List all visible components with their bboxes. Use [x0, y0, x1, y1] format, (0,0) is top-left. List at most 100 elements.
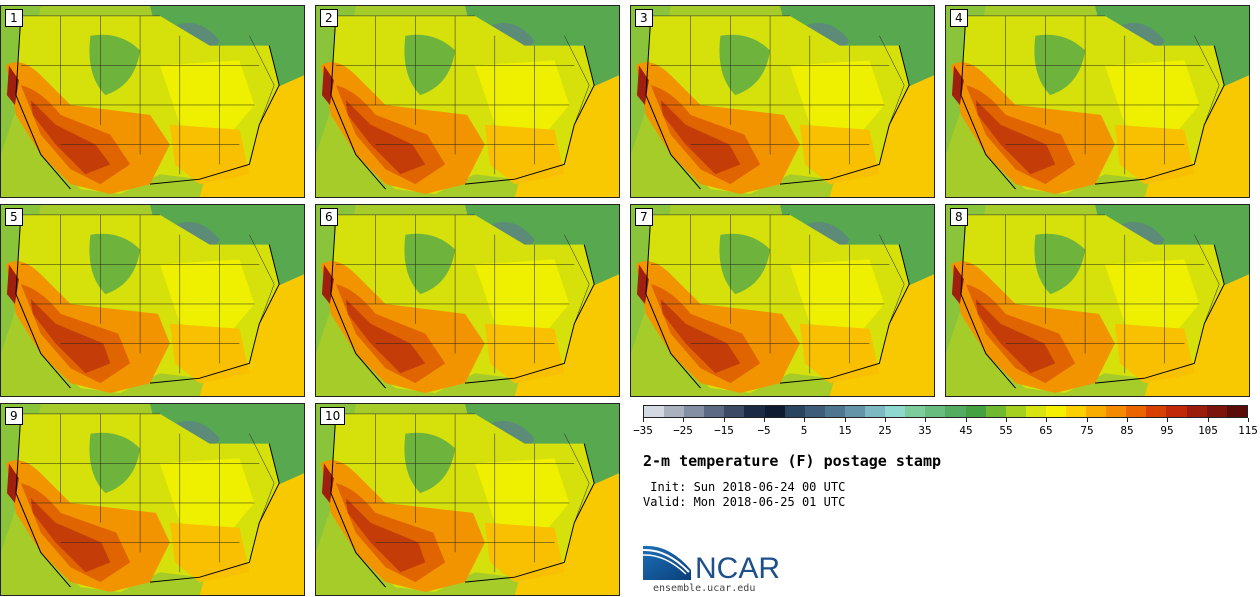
temperature-region — [345, 100, 426, 175]
colorbar-tick-label: 15 — [838, 424, 852, 437]
colorbar-tick — [643, 418, 644, 422]
run-info: Init: Sun 2018-06-24 00 UTC Valid: Mon 2… — [643, 480, 845, 510]
temperature-region — [484, 522, 565, 583]
temperature-region — [159, 259, 255, 334]
temperature-region — [89, 432, 141, 494]
temperature-region — [1114, 124, 1195, 185]
colorbar-tick-label: −15 — [714, 424, 734, 437]
logo-text: NCAR — [695, 552, 780, 584]
colorbar-tick — [683, 418, 684, 422]
colorbar-swatch — [925, 406, 946, 417]
colorbar-tick-label: −5 — [757, 424, 771, 437]
state-boundary — [1194, 35, 1220, 125]
colorbar-tick-label: 25 — [878, 424, 892, 437]
temperature-region — [1104, 60, 1200, 135]
ncar-logo[interactable]: NCAR — [642, 540, 793, 585]
temperature-map — [631, 205, 934, 396]
colorbar-swatch — [1186, 406, 1207, 417]
colorbar-swatch — [965, 406, 986, 417]
temperature-region — [789, 60, 885, 135]
coastline — [960, 214, 1225, 389]
panel-number: 4 — [950, 9, 968, 27]
temperature-region — [799, 124, 880, 185]
colorbar-swatch — [985, 406, 1006, 417]
stamp-panel-6[interactable]: 6 — [315, 204, 620, 397]
coastline — [960, 15, 1225, 190]
temperature-region — [474, 458, 570, 533]
colorbar-swatch — [1086, 406, 1107, 417]
temperature-region — [484, 124, 565, 185]
temperature-map — [1, 404, 304, 595]
colorbar-tick-label: 45 — [959, 424, 973, 437]
temperature-region — [660, 100, 741, 175]
temperature-region — [30, 498, 111, 573]
coastline — [645, 15, 910, 190]
panel-number: 9 — [5, 407, 23, 425]
colorbar-tick — [1087, 418, 1088, 422]
temperature-region — [169, 323, 250, 384]
colorbar-swatch — [1206, 406, 1227, 417]
colorbar-tick — [966, 418, 967, 422]
state-boundary — [249, 234, 275, 324]
temperature-region — [660, 299, 741, 374]
temperature-region — [30, 299, 111, 374]
colorbar-swatch — [724, 406, 745, 417]
state-boundary — [1194, 234, 1220, 324]
temperature-region — [404, 34, 456, 96]
colorbar-tick — [1046, 418, 1047, 422]
stamp-panel-2[interactable]: 2 — [315, 5, 620, 198]
temperature-map — [946, 205, 1249, 396]
stamp-panel-4[interactable]: 4 — [945, 5, 1250, 198]
coastline — [15, 15, 280, 190]
colorbar-tick — [1208, 418, 1209, 422]
temperature-map — [631, 6, 934, 197]
colorbar-tick-label: 115 — [1238, 424, 1258, 437]
temperature-region — [404, 233, 456, 295]
temperature-region — [719, 34, 771, 96]
stamp-panel-1[interactable]: 1 — [0, 5, 305, 198]
state-boundary — [879, 35, 905, 125]
panel-number: 5 — [5, 208, 23, 226]
temperature-region — [474, 259, 570, 334]
colorbar-ticks: −35 −25 −15 −5 5 15 25 35 45 55 65 75 85 95 105 115 — [633, 418, 1258, 440]
colorbar-tick — [724, 418, 725, 422]
colorbar-swatch — [885, 406, 906, 417]
stamp-panel-8[interactable]: 8 — [945, 204, 1250, 397]
colorbar-swatch — [1226, 406, 1247, 417]
colorbar-tick — [845, 418, 846, 422]
colorbar-swatch — [824, 406, 845, 417]
stamp-panel-3[interactable]: 3 — [630, 5, 935, 198]
coastline — [15, 214, 280, 389]
state-boundary — [564, 234, 590, 324]
colorbar-swatch — [804, 406, 825, 417]
stamp-panel-5[interactable]: 5 — [0, 204, 305, 397]
temperature-map — [1, 205, 304, 396]
temperature-map — [1, 6, 304, 197]
state-boundary — [879, 234, 905, 324]
colorbar-tick — [764, 418, 765, 422]
panel-number: 7 — [635, 208, 653, 226]
colorbar-swatch — [1065, 406, 1087, 417]
colorbar-swatch — [664, 406, 685, 417]
colorbar-tick-label: −35 — [633, 424, 653, 437]
colorbar-swatch — [704, 406, 725, 417]
temperature-region — [404, 432, 456, 494]
temperature-map — [316, 6, 619, 197]
stamp-panel-7[interactable]: 7 — [630, 204, 935, 397]
temperature-region — [975, 100, 1056, 175]
colorbar-tick — [1167, 418, 1168, 422]
colorbar-tick — [1006, 418, 1007, 422]
temperature-region — [169, 522, 250, 583]
stamp-panel-9[interactable]: 9 — [0, 403, 305, 596]
valid-time: Valid: Mon 2018-06-25 01 UTC — [643, 495, 846, 509]
colorbar-swatch — [1126, 406, 1147, 417]
panel-number: 8 — [950, 208, 968, 226]
init-time: Init: Sun 2018-06-24 00 UTC — [643, 480, 846, 494]
coastline — [330, 214, 595, 389]
colorbar-tick-label: 65 — [1039, 424, 1053, 437]
temperature-region — [30, 100, 111, 175]
stamp-panel-10[interactable]: 10 — [315, 403, 620, 596]
coastline — [330, 413, 595, 588]
colorbar-swatch — [905, 406, 926, 417]
coastline — [330, 15, 595, 190]
